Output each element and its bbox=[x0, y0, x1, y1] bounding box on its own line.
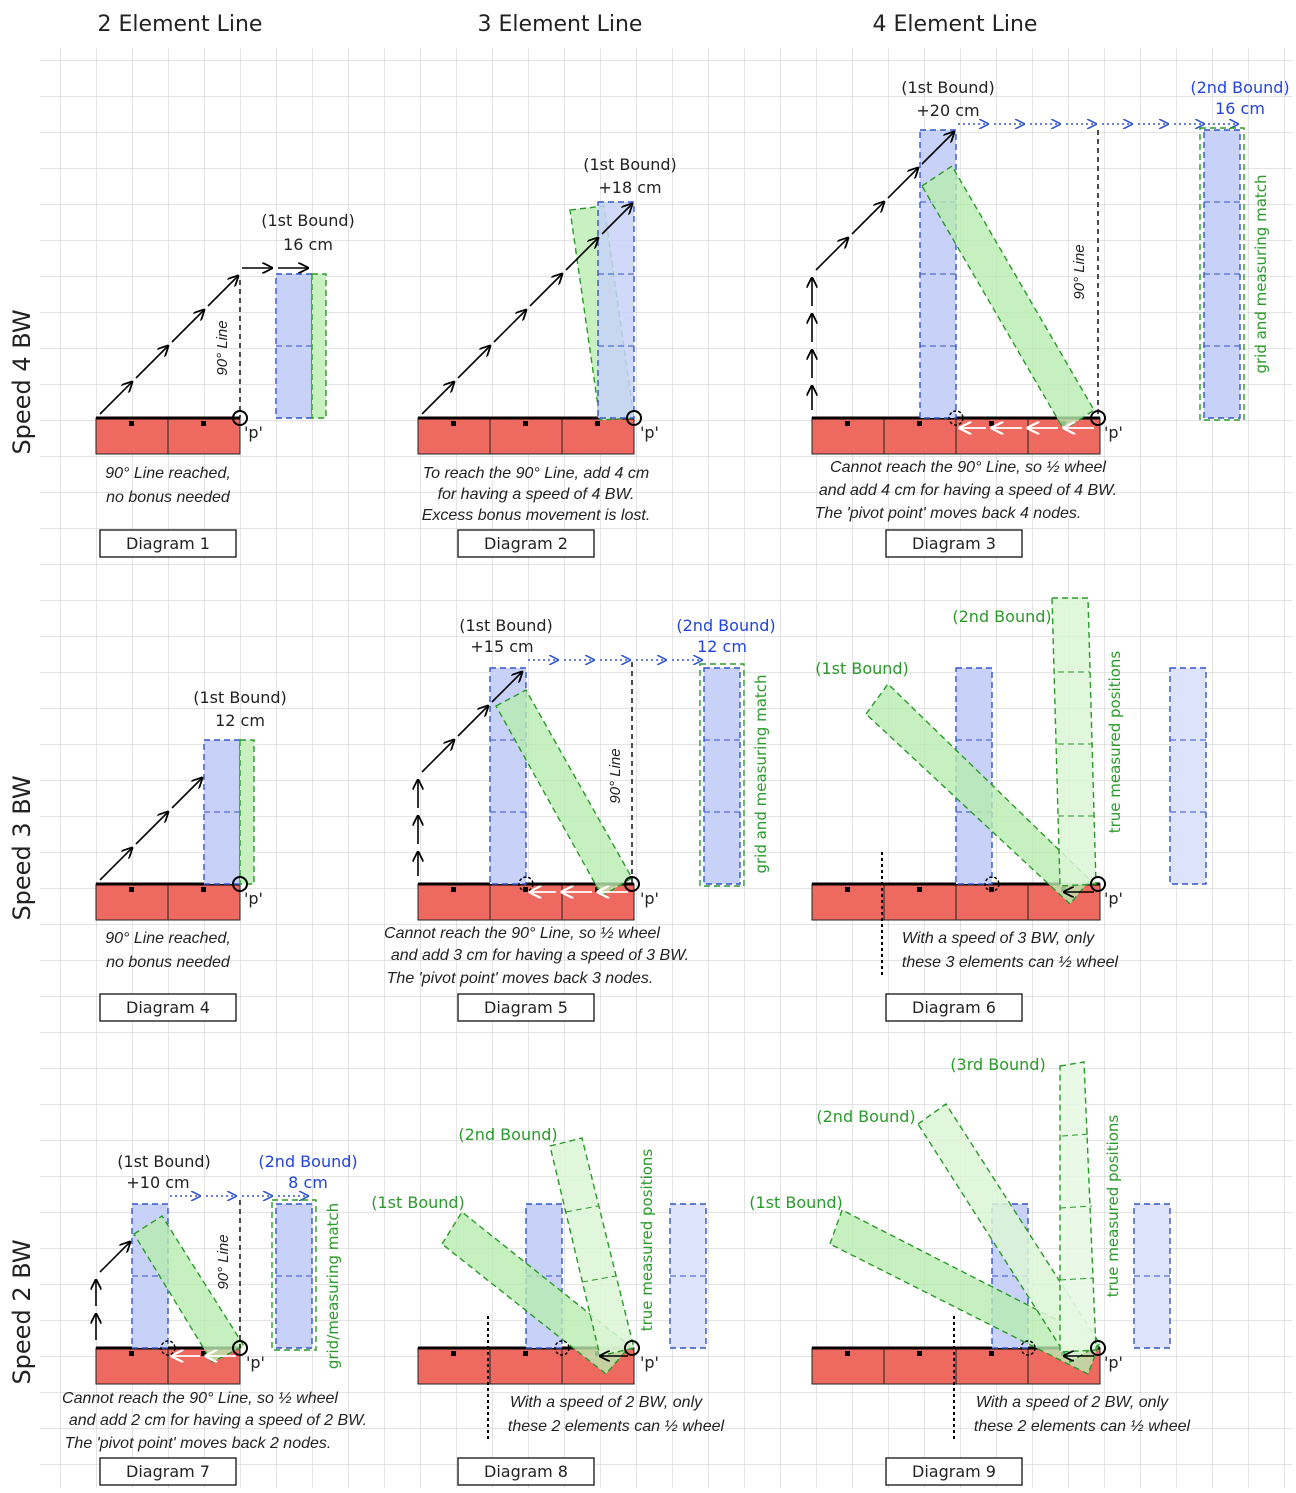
pivot-label: 'p' bbox=[244, 423, 263, 442]
diagram-4: 'p' (1st Bound) 12 cm 90° Line reached, … bbox=[95, 688, 287, 1022]
caption-line-2: these 2 elements can ½ wheel bbox=[508, 1418, 725, 1435]
column-title-4-element: 4 Element Line bbox=[873, 12, 1038, 37]
column-title-3-element: 3 Element Line bbox=[478, 12, 643, 37]
caption-line-2: and add 3 cm for having a speed of 3 BW. bbox=[391, 947, 689, 964]
line-90-label: 90° Line bbox=[215, 1234, 232, 1289]
pivot-label: 'p' bbox=[244, 889, 263, 908]
distance-1-label: +10 cm bbox=[126, 1173, 189, 1192]
row-title-speed-2: Speed 2 BW bbox=[8, 1239, 36, 1384]
bound-3-label: (3rd Bound) bbox=[950, 1055, 1045, 1074]
distance-label: +18 cm bbox=[598, 178, 661, 197]
diagram-5-label: Diagram 5 bbox=[484, 998, 568, 1017]
caption-line-3: The 'pivot point' moves back 4 nodes. bbox=[815, 505, 1082, 522]
caption-line-2: and add 2 cm for having a speed of 2 BW. bbox=[69, 1412, 367, 1429]
caption-line-1: Cannot reach the 90° Line, so ½ wheel bbox=[830, 459, 1106, 476]
bound-1-label: (1st Bound) bbox=[371, 1193, 465, 1212]
distance-2-label: 8 cm bbox=[288, 1173, 328, 1192]
pivot-label: 'p' bbox=[1104, 889, 1123, 908]
diagram-6: true measured positions 'p' (1st Bound) … bbox=[811, 597, 1207, 1022]
row-title-speed-4: Speed 4 BW bbox=[8, 309, 36, 454]
caption-line-3: Excess bonus movement is lost. bbox=[422, 507, 651, 524]
pivot-label: 'p' bbox=[640, 423, 659, 442]
caption-line-1: To reach the 90° Line, add 4 cm bbox=[423, 465, 649, 482]
diagram-6-label: Diagram 6 bbox=[912, 998, 996, 1017]
diagram-1-label: Diagram 1 bbox=[126, 534, 210, 553]
line-90-label: 90° Line bbox=[607, 748, 624, 803]
diagram-7-label: Diagram 7 bbox=[126, 1462, 210, 1481]
bound-2-label: (2nd Bound) bbox=[676, 616, 775, 635]
line-90-label: 90° Line bbox=[214, 320, 231, 375]
caption-line-1: 90° Line reached, bbox=[105, 930, 231, 947]
caption-line-2: these 3 elements can ½ wheel bbox=[902, 954, 1119, 971]
caption-line-3: The 'pivot point' moves back 3 nodes. bbox=[387, 970, 654, 987]
true-positions-label: true measured positions bbox=[1106, 651, 1124, 834]
grid-match-label: grid and measuring match bbox=[752, 674, 770, 873]
diagram-4-label: Diagram 4 bbox=[126, 998, 210, 1017]
caption-line-2: no bonus needed bbox=[106, 489, 231, 506]
bound-label: (1st Bound) bbox=[261, 211, 355, 230]
bound-1-label: (1st Bound) bbox=[815, 659, 909, 678]
bound-2-label: (2nd Bound) bbox=[1190, 78, 1289, 97]
bound-2-label: (2nd Bound) bbox=[816, 1107, 915, 1126]
pivot-label: 'p' bbox=[1104, 1353, 1123, 1372]
caption-line-1: With a speed of 2 BW, only bbox=[510, 1394, 703, 1411]
bound-2-label: (2nd Bound) bbox=[458, 1125, 557, 1144]
pivot-label: 'p' bbox=[640, 1353, 659, 1372]
bound-1-label: (1st Bound) bbox=[117, 1152, 211, 1171]
column-title-2-element: 2 Element Line bbox=[98, 12, 263, 37]
diagram-8: true measured positions 'p' (1st Bound) … bbox=[371, 1125, 725, 1486]
caption-line-1: Cannot reach the 90° Line, so ½ wheel bbox=[384, 925, 660, 942]
row-title-speed-3: Speed 3 BW bbox=[8, 775, 36, 920]
bound-label: (1st Bound) bbox=[583, 155, 677, 174]
bound-1-label: (1st Bound) bbox=[901, 78, 995, 97]
pivot-label: 'p' bbox=[1104, 423, 1123, 442]
diagram-3-label: Diagram 3 bbox=[912, 534, 996, 553]
bound-1-label: (1st Bound) bbox=[459, 616, 553, 635]
caption-line-1: 90° Line reached, bbox=[105, 465, 231, 482]
grid-match-label: grid/measuring match bbox=[324, 1203, 342, 1369]
pivot-label: 'p' bbox=[246, 1353, 265, 1372]
distance-label: 16 cm bbox=[283, 235, 333, 254]
diagram-5: 90° Line grid and measuring match 'p' (1… bbox=[384, 616, 776, 1022]
caption-line-2: no bonus needed bbox=[106, 954, 231, 971]
distance-1-label: +20 cm bbox=[916, 101, 979, 120]
caption-line-2: and add 4 cm for having a speed of 4 BW. bbox=[819, 482, 1117, 499]
line-90-label: 90° Line bbox=[1071, 244, 1088, 299]
diagram-1: 90° Line 'p' (1st Bound) 16 cm 90° Line … bbox=[95, 211, 355, 558]
bound-label: (1st Bound) bbox=[193, 688, 287, 707]
caption-line-1: With a speed of 3 BW, only bbox=[902, 930, 1095, 947]
caption-line-2: these 2 elements can ½ wheel bbox=[974, 1418, 1191, 1435]
diagram-9-label: Diagram 9 bbox=[912, 1462, 996, 1481]
caption-line-2: for having a speed of 4 BW. bbox=[438, 486, 635, 503]
diagram-8-label: Diagram 8 bbox=[484, 1462, 568, 1481]
diagram-7: 90° Line grid/measuring match 'p' (1st B… bbox=[62, 1152, 367, 1486]
distance-label: 12 cm bbox=[215, 711, 265, 730]
diagram-2: 'p' (1st Bound) +18 cm To reach the 90° … bbox=[417, 155, 677, 558]
true-positions-label: true measured positions bbox=[638, 1149, 656, 1332]
bound-2-label: (2nd Bound) bbox=[952, 607, 1051, 626]
bound-1-label: (1st Bound) bbox=[749, 1193, 843, 1212]
distance-2-label: 16 cm bbox=[1215, 99, 1265, 118]
diagram-9: true measured positions 'p' (1st Bound) … bbox=[749, 1055, 1191, 1486]
diagram-2-label: Diagram 2 bbox=[484, 534, 568, 553]
diagram-3: 90° Line grid and measuring match 'p' (1… bbox=[812, 78, 1290, 558]
true-positions-label: true measured positions bbox=[1104, 1115, 1122, 1298]
pivot-label: 'p' bbox=[640, 889, 659, 908]
distance-2-label: 12 cm bbox=[697, 637, 747, 656]
grid-match-label: grid and measuring match bbox=[1252, 174, 1270, 373]
caption-line-3: The 'pivot point' moves back 2 nodes. bbox=[65, 1435, 332, 1452]
bound-2-label: (2nd Bound) bbox=[258, 1152, 357, 1171]
caption-line-1: Cannot reach the 90° Line, so ½ wheel bbox=[62, 1390, 338, 1407]
caption-line-1: With a speed of 2 BW, only bbox=[976, 1394, 1169, 1411]
distance-1-label: +15 cm bbox=[470, 637, 533, 656]
